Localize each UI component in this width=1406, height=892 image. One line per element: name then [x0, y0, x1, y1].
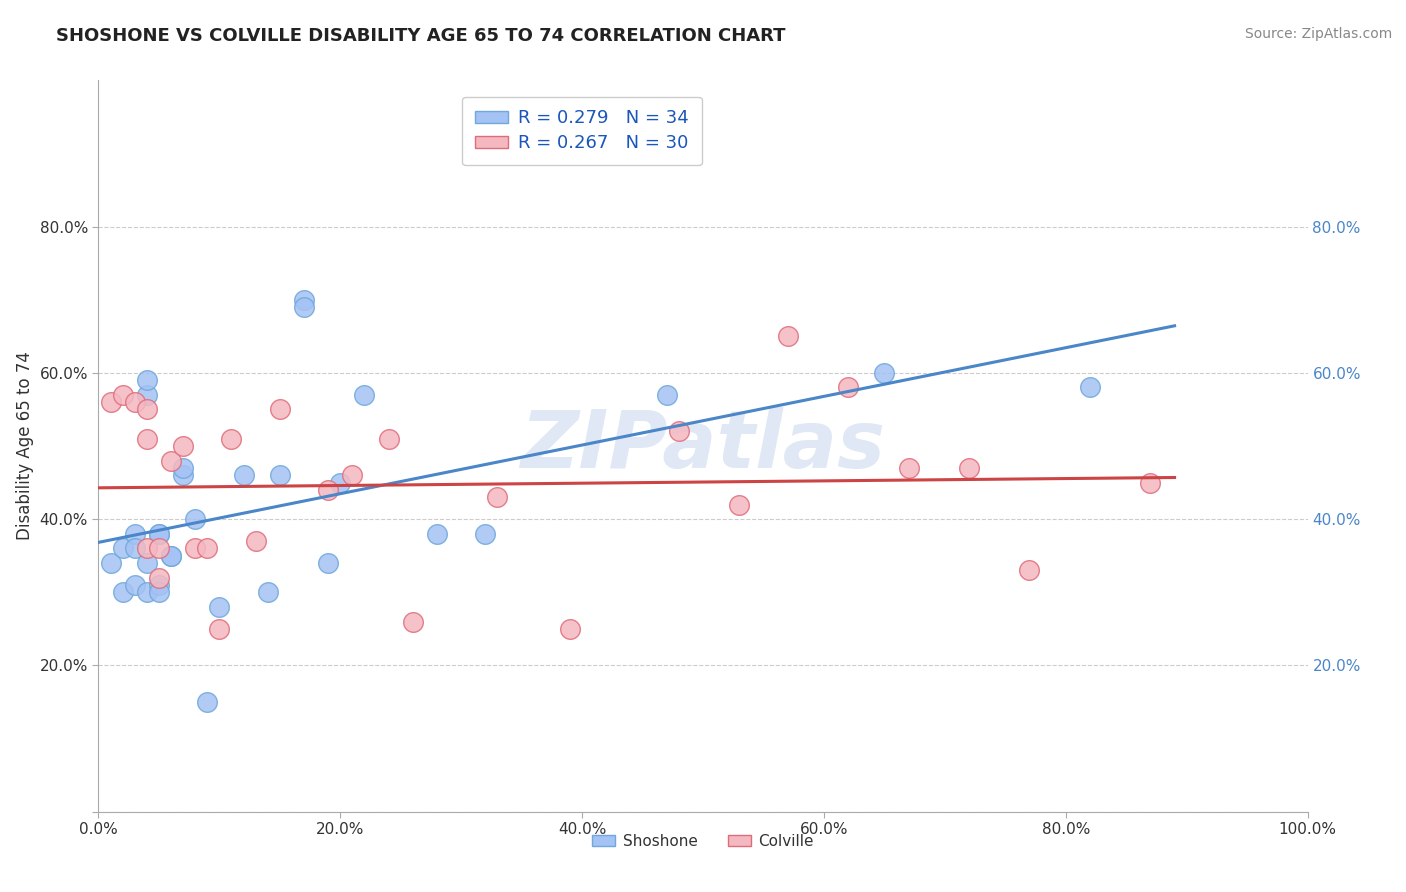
Point	[184, 541, 207, 556]
Point	[316, 556, 339, 570]
Point	[148, 585, 170, 599]
Point	[124, 578, 146, 592]
Point	[728, 498, 751, 512]
Text: ZIPatlas: ZIPatlas	[520, 407, 886, 485]
Point	[195, 541, 218, 556]
Text: Source: ZipAtlas.com: Source: ZipAtlas.com	[1244, 27, 1392, 41]
Point	[124, 526, 146, 541]
Point	[292, 300, 315, 314]
Point	[342, 468, 364, 483]
Point	[195, 695, 218, 709]
Point	[353, 388, 375, 402]
Y-axis label: Disability Age 65 to 74: Disability Age 65 to 74	[15, 351, 34, 541]
Point	[135, 585, 157, 599]
Point	[426, 526, 449, 541]
Point	[873, 366, 896, 380]
Point	[402, 615, 425, 629]
Point	[232, 468, 254, 483]
Point	[558, 622, 581, 636]
Point	[256, 585, 278, 599]
Point	[148, 578, 170, 592]
Point	[269, 402, 291, 417]
Point	[377, 432, 399, 446]
Point	[100, 556, 122, 570]
Point	[269, 468, 291, 483]
Point	[172, 461, 194, 475]
Point	[100, 395, 122, 409]
Point	[208, 599, 231, 614]
Point	[111, 541, 134, 556]
Point	[897, 461, 920, 475]
Point	[655, 388, 678, 402]
Point	[160, 453, 183, 467]
Point	[148, 541, 170, 556]
Point	[111, 585, 134, 599]
Point	[221, 432, 243, 446]
Point	[160, 549, 183, 563]
Point	[957, 461, 980, 475]
Point	[135, 402, 157, 417]
Point	[292, 293, 315, 307]
Point	[172, 468, 194, 483]
Point	[124, 541, 146, 556]
Point	[111, 388, 134, 402]
Point	[474, 526, 496, 541]
Point	[776, 329, 799, 343]
Point	[124, 395, 146, 409]
Point	[160, 549, 183, 563]
Point	[148, 571, 170, 585]
Point	[148, 526, 170, 541]
Point	[135, 373, 157, 387]
Point	[668, 425, 690, 439]
Point	[316, 483, 339, 497]
Point	[148, 526, 170, 541]
Text: SHOSHONE VS COLVILLE DISABILITY AGE 65 TO 74 CORRELATION CHART: SHOSHONE VS COLVILLE DISABILITY AGE 65 T…	[56, 27, 786, 45]
Point	[1078, 380, 1101, 394]
Point	[184, 512, 207, 526]
Point	[1018, 563, 1040, 577]
Point	[329, 475, 352, 490]
Point	[135, 432, 157, 446]
Legend: Shoshone, Colville: Shoshone, Colville	[586, 828, 820, 855]
Point	[208, 622, 231, 636]
Point	[135, 556, 157, 570]
Point	[172, 439, 194, 453]
Point	[135, 388, 157, 402]
Point	[486, 490, 509, 504]
Point	[837, 380, 859, 394]
Point	[1139, 475, 1161, 490]
Point	[135, 541, 157, 556]
Point	[245, 534, 267, 549]
